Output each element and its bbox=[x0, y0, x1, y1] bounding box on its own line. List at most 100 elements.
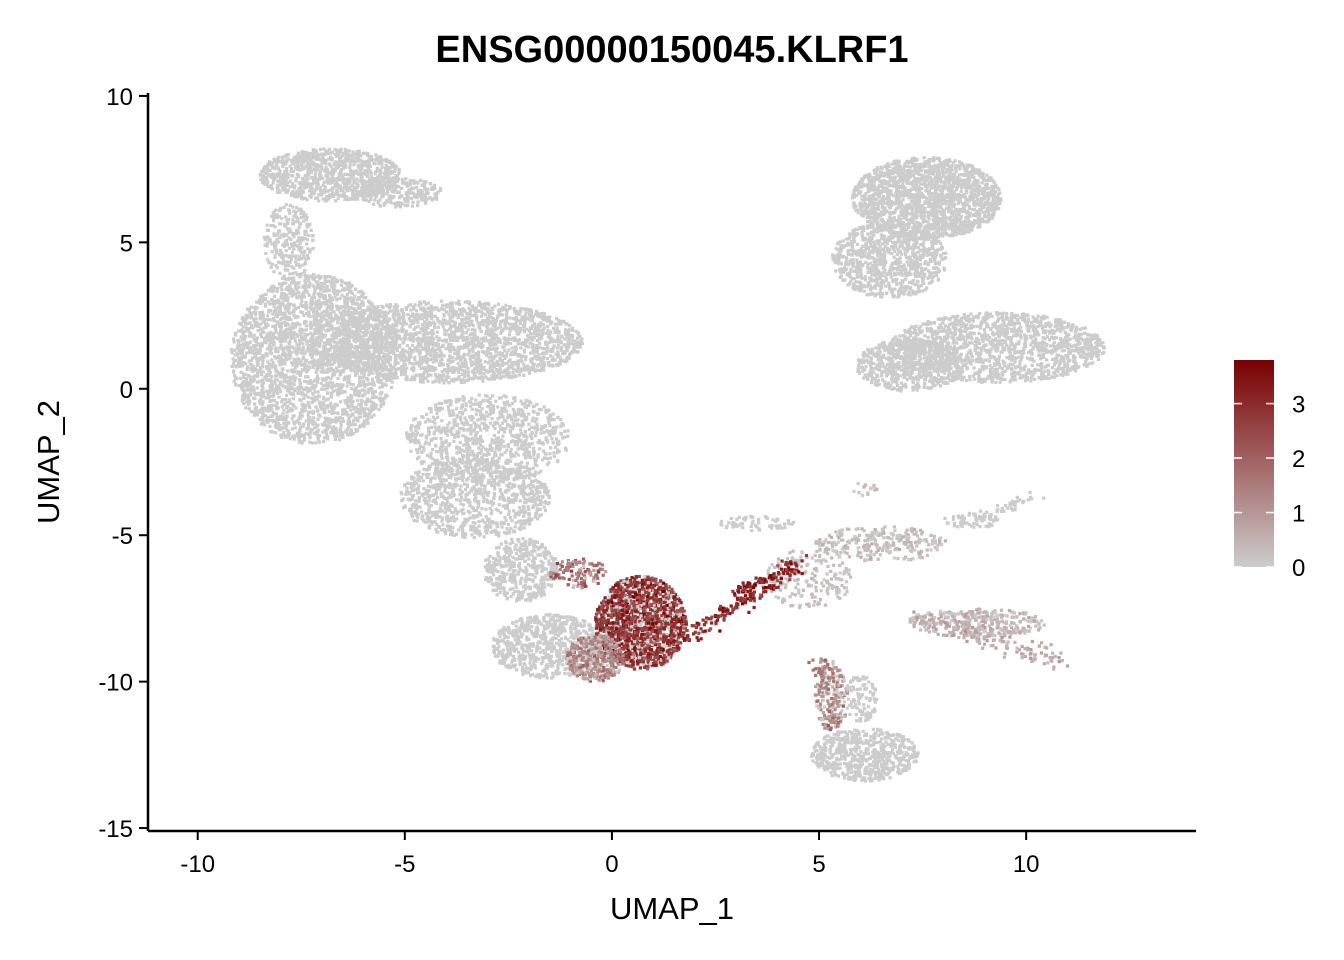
scatter-point bbox=[291, 158, 295, 162]
scatter-point bbox=[272, 394, 276, 398]
scatter-point bbox=[290, 174, 294, 178]
scatter-point bbox=[303, 261, 308, 265]
scatter-point bbox=[409, 378, 413, 382]
scatter-point bbox=[249, 391, 253, 395]
scatter-point bbox=[278, 236, 282, 240]
scatter-point bbox=[265, 223, 269, 227]
scatter-point bbox=[270, 214, 274, 218]
scatter-point bbox=[232, 337, 236, 341]
scatter-point bbox=[369, 174, 373, 179]
scatter-point bbox=[328, 421, 332, 425]
chart-title: ENSG00000150045.KLRF1 bbox=[435, 29, 908, 71]
scatter-point bbox=[288, 375, 293, 379]
scatter-point bbox=[356, 399, 360, 403]
scatter-point bbox=[318, 400, 322, 404]
scatter-point bbox=[291, 190, 295, 194]
scatter-point bbox=[327, 410, 331, 414]
scatter-point bbox=[291, 363, 295, 367]
scatter-point bbox=[245, 365, 250, 369]
scatter-point bbox=[338, 194, 342, 198]
scatter-point bbox=[353, 186, 357, 190]
scatter-point bbox=[384, 192, 388, 196]
scatter-point bbox=[290, 427, 294, 431]
scatter-point bbox=[268, 384, 272, 388]
scatter-point bbox=[433, 372, 438, 377]
scatter-point bbox=[282, 232, 286, 236]
scatter-point bbox=[303, 332, 307, 336]
scatter-point bbox=[358, 163, 362, 167]
scatter-point bbox=[253, 407, 257, 411]
scatter-point bbox=[354, 417, 359, 421]
scatter-point bbox=[330, 404, 334, 408]
scatter-point bbox=[346, 433, 350, 437]
scatter-point bbox=[296, 372, 300, 376]
scatter-point bbox=[383, 376, 387, 380]
scatter-point bbox=[294, 232, 298, 236]
scatter-point bbox=[280, 405, 284, 409]
scatter-point bbox=[255, 306, 259, 310]
scatter-point bbox=[329, 301, 333, 305]
scatter-point bbox=[362, 424, 366, 428]
scatter-point bbox=[240, 387, 244, 391]
scatter-point bbox=[392, 189, 396, 193]
scatter-point bbox=[381, 191, 385, 195]
scatter-point bbox=[266, 416, 270, 420]
scatter-point bbox=[326, 435, 330, 439]
scatter-point bbox=[322, 341, 326, 345]
scatter-point bbox=[334, 418, 338, 423]
scatter-point bbox=[348, 166, 352, 170]
scatter-point bbox=[239, 376, 243, 380]
scatter-point bbox=[303, 236, 307, 241]
scatter-point bbox=[269, 318, 273, 322]
scatter-point bbox=[265, 165, 269, 169]
scatter-point bbox=[387, 187, 391, 191]
scatter-point bbox=[268, 330, 272, 334]
scatter-point bbox=[416, 181, 420, 185]
scatter-point bbox=[268, 424, 272, 428]
scatter-point bbox=[551, 363, 555, 367]
scatter-point bbox=[230, 351, 234, 355]
scatter-point bbox=[261, 173, 265, 177]
scatter-point bbox=[280, 182, 284, 186]
scatter-point bbox=[286, 296, 290, 300]
scatter-point bbox=[307, 189, 312, 193]
scatter-point bbox=[359, 402, 364, 406]
scatter-point bbox=[307, 154, 311, 158]
scatter-point bbox=[541, 323, 545, 327]
scatter-point bbox=[283, 181, 287, 185]
scatter-point bbox=[251, 351, 255, 355]
scatter-point bbox=[364, 172, 368, 176]
scatter-point bbox=[248, 321, 252, 325]
scatter-point bbox=[241, 343, 245, 347]
scatter-point bbox=[504, 307, 508, 312]
scatter-point bbox=[379, 158, 383, 162]
scatter-point bbox=[309, 228, 313, 232]
scatter-point bbox=[388, 358, 392, 362]
scatter-point bbox=[303, 406, 307, 410]
scatter-point bbox=[325, 178, 329, 182]
scatter-point bbox=[327, 163, 332, 167]
scatter-point bbox=[308, 440, 312, 444]
scatter-point bbox=[275, 216, 279, 220]
scatter-point bbox=[346, 186, 350, 190]
scatter-point bbox=[326, 181, 330, 185]
scatter-point bbox=[311, 153, 316, 158]
scatter-point bbox=[296, 370, 300, 374]
scatter-point bbox=[237, 349, 241, 353]
scatter-point bbox=[367, 187, 371, 192]
scatter-point bbox=[367, 158, 371, 163]
scatter-point bbox=[317, 164, 321, 168]
scatter-point bbox=[327, 299, 331, 303]
scatter-point bbox=[366, 421, 370, 425]
scatter-point bbox=[281, 412, 285, 416]
scatter-point bbox=[481, 379, 485, 383]
scatter-point bbox=[253, 402, 257, 406]
scatter-point bbox=[284, 315, 288, 319]
scatter-point bbox=[362, 380, 366, 384]
scatter-point bbox=[387, 358, 391, 362]
scatter-point bbox=[272, 157, 276, 161]
scatter-point bbox=[341, 179, 345, 183]
scatter-point bbox=[290, 244, 295, 248]
scatter-point bbox=[243, 393, 247, 397]
scatter-point bbox=[302, 438, 306, 442]
